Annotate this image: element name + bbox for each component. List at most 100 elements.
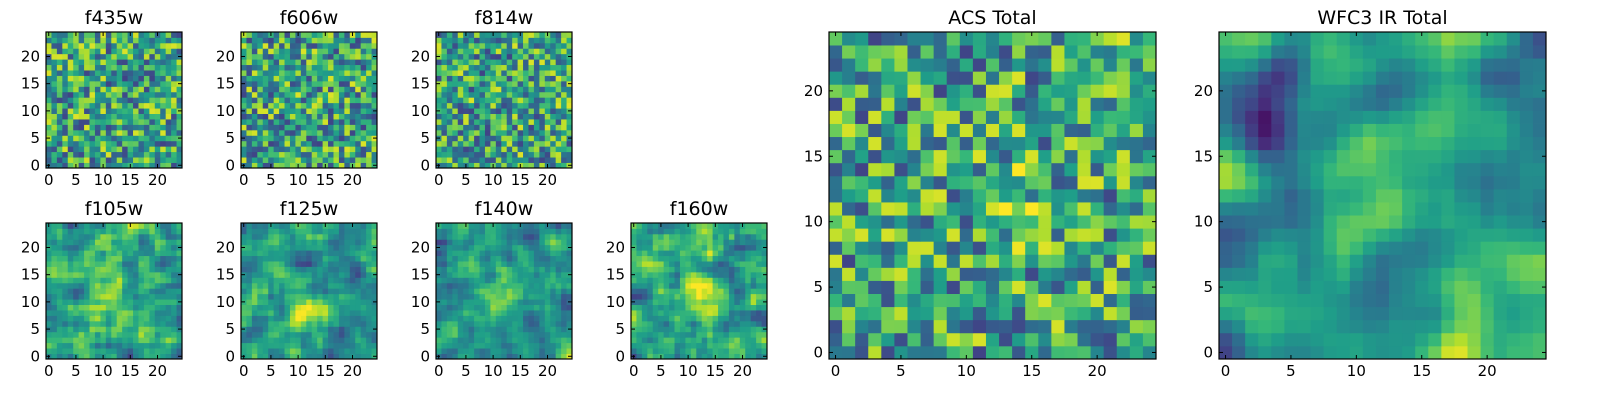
heatmap-cell [441,108,448,114]
y-tick-label: 10 [216,102,235,120]
heatmap-cell [490,97,497,104]
heatmap-cell [143,293,150,300]
heatmap-cell [105,146,112,153]
heatmap-cell [62,293,69,300]
heatmap-cell [116,288,123,295]
heatmap-cell [111,162,118,169]
heatmap-cell [51,299,58,305]
heatmap-cell [533,277,540,284]
heatmap-cell [262,223,269,229]
heatmap-cell [111,342,118,349]
y-tick-label: 5 [615,320,625,338]
heatmap-cell [533,80,540,87]
heatmap-cell [701,353,708,360]
heatmap-cell [457,331,464,338]
heatmap-cell [122,271,128,278]
heatmap-cell [333,331,340,338]
heatmap-cell [317,42,323,49]
heatmap-cell [512,320,518,327]
heatmap-cell [490,64,497,71]
heatmap-cell [111,315,118,322]
heatmap-cell [300,244,307,251]
heatmap-cell [73,233,80,240]
heatmap-cell [67,102,74,109]
heatmap-cell [679,310,686,316]
heatmap-cell [279,223,285,229]
heatmap-cell [338,304,345,311]
heatmap-cell [246,113,253,120]
heatmap-cell [149,59,156,66]
heatmap-cell [463,266,470,273]
heatmap-cell [322,271,329,278]
heatmap-cell [1103,254,1118,268]
heatmap-cell [349,304,356,311]
heatmap-cell [452,271,459,278]
heatmap-cell [1064,228,1078,242]
heatmap-cell [94,299,101,305]
heatmap-cell [154,91,161,98]
heatmap-cell [355,331,362,338]
heatmap-cell [894,202,908,216]
heatmap-cell [728,250,735,257]
heatmap-cell [149,239,156,246]
heatmap-cell [446,42,453,49]
heatmap-cell [894,175,908,190]
heatmap-cell [317,146,323,153]
heatmap-cell [463,48,470,55]
heatmap-cell [933,332,948,347]
heatmap-cell [360,86,367,93]
heatmap-cell [355,348,362,354]
heatmap-cell [154,86,161,93]
heatmap-cell [441,326,448,333]
heatmap-cell [133,157,139,163]
heatmap-cell [246,97,253,104]
heatmap-cell [105,277,112,284]
heatmap-cell [51,37,58,44]
x-tick-label: 20 [148,362,167,380]
heatmap-cell [241,64,247,71]
heatmap-cell [484,244,491,251]
x-tick-label: 0 [239,171,249,189]
heatmap-cell [165,70,172,76]
heatmap-cell [295,277,302,284]
heatmap-cell [544,331,551,338]
heatmap-cell [333,244,340,251]
heatmap-cell [641,288,648,295]
heatmap-cell [338,239,345,246]
heatmap-cell [920,345,935,360]
heatmap-cell [78,48,85,55]
heatmap-cell [251,157,258,163]
heatmap-cell [999,306,1013,321]
heatmap-cell [149,277,156,284]
heatmap-cell [652,337,659,344]
heatmap-cell [160,299,167,305]
heatmap-cell [111,97,118,104]
heatmap-cell [344,37,351,44]
heatmap-cell [257,277,264,284]
heatmap-cell [311,119,318,125]
heatmap-cell [349,124,356,131]
heatmap-cell [484,75,491,82]
heatmap-cell [452,223,459,229]
heatmap-cell [474,75,480,82]
heatmap-cell [84,119,90,125]
heatmap-cell [1077,228,1091,242]
heatmap-cell [94,91,101,98]
heatmap-cell [127,102,134,109]
heatmap-cell [241,97,247,104]
heatmap-cell [868,267,882,281]
heatmap-cell [122,146,128,153]
heatmap-cell [133,239,139,246]
heatmap-cell [160,320,167,327]
heatmap-cell [127,129,134,136]
heatmap-cell [490,75,497,82]
heatmap-cell [750,250,757,257]
heatmap-cell [133,261,139,267]
heatmap-cell [154,102,161,109]
heatmap-cell [712,244,719,251]
heatmap-cell [1051,332,1065,347]
heatmap-cell [479,239,486,246]
heatmap-cell [468,282,475,289]
heatmap-cell [333,91,340,98]
heatmap-cell [46,129,52,136]
